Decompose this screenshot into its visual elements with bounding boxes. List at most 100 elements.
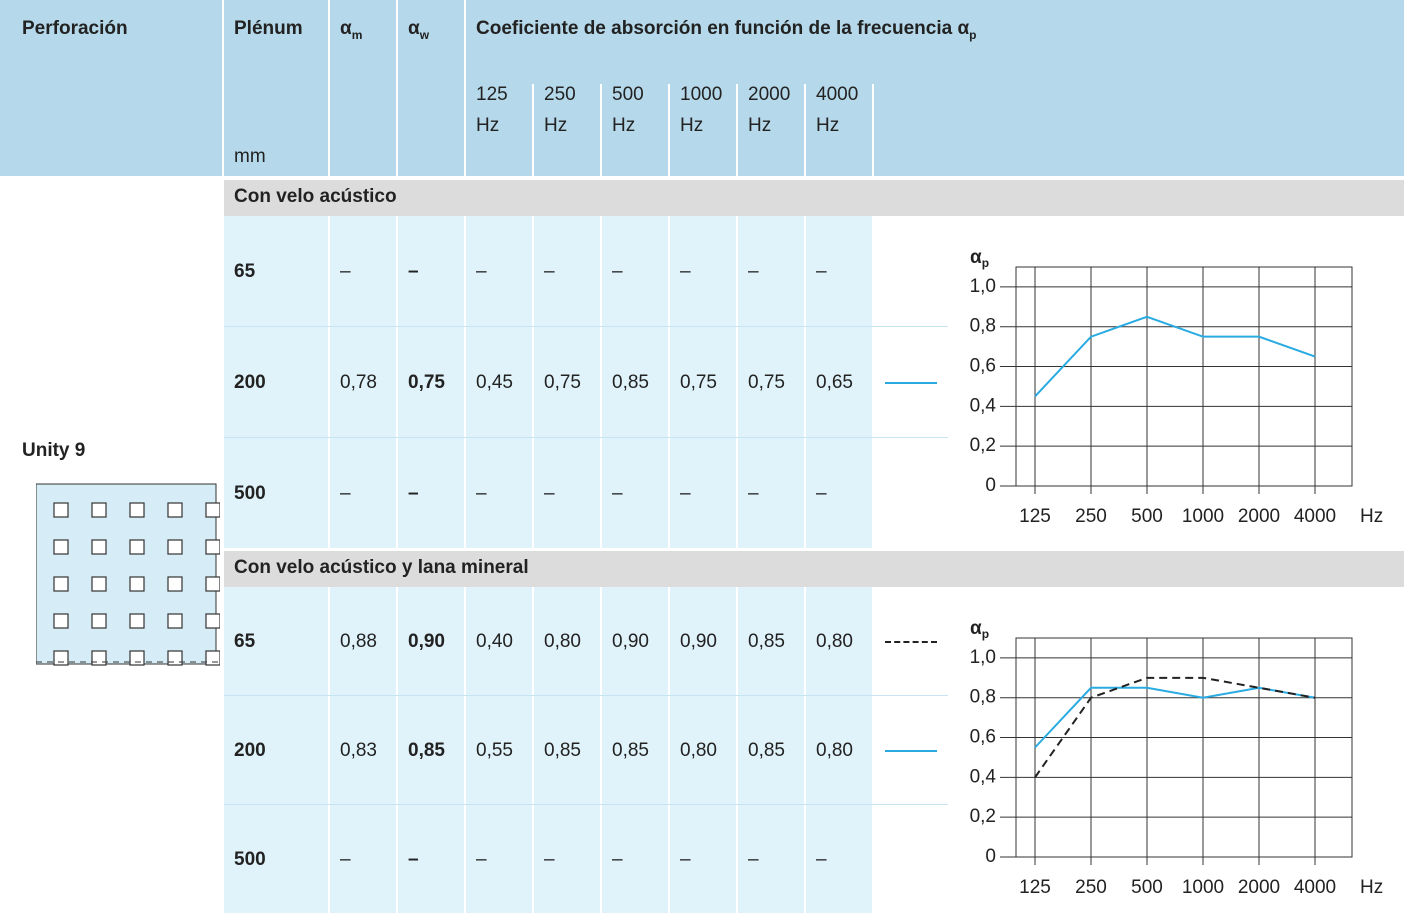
y-tick-label: 0,6 — [970, 356, 996, 377]
cell-bg — [224, 438, 328, 548]
cell-bg — [398, 216, 464, 326]
subscript: p — [982, 256, 989, 270]
header-bg — [224, 0, 328, 176]
cell-bg — [602, 805, 668, 913]
y-axis-label: αp — [970, 247, 989, 270]
absorption: – — [748, 848, 759, 870]
cell-bg — [670, 327, 736, 437]
series-line — [1034, 676, 1316, 778]
subscript: p — [969, 27, 977, 42]
absorption: 0,85 — [544, 739, 581, 761]
y-tick-label: 0,8 — [970, 687, 996, 708]
absorption: – — [680, 260, 691, 282]
row-separator — [224, 695, 948, 696]
cell-bg — [602, 587, 668, 695]
absorption: 0,85 — [748, 739, 785, 761]
absorption: 0,80 — [816, 630, 853, 652]
section-bar — [224, 551, 1404, 587]
cell-bg — [330, 587, 396, 695]
y-tick-label: 1,0 — [970, 276, 996, 297]
cell-bg — [224, 805, 328, 913]
absorption: – — [476, 260, 487, 282]
absorption: – — [680, 848, 691, 870]
absorption: 0,75 — [680, 371, 717, 393]
frequency-unit: Hz — [748, 115, 772, 136]
alpha-w: 0,90 — [408, 630, 445, 652]
row-separator — [224, 804, 948, 805]
series-line — [1034, 686, 1316, 749]
header-bg — [466, 0, 1404, 84]
row-separator — [224, 326, 948, 327]
y-tick-label: 1,0 — [970, 647, 996, 668]
cell-bg — [670, 587, 736, 695]
chart: 0 0,2 0,4 0,6 0,8 1,0 αp 125 250 500 1000 2000 4000 H… — [970, 247, 1384, 527]
subscript: m — [351, 27, 363, 42]
absorption: – — [544, 482, 555, 504]
cell-bg — [224, 327, 328, 437]
chart: 0 0,2 0,4 0,6 0,8 1,0 αp 125 250 500 1000 2000 4000 H… — [970, 618, 1384, 898]
col-header: αm — [340, 18, 362, 42]
cell-bg — [466, 216, 532, 326]
absorption: – — [476, 482, 487, 504]
alpha-m: – — [340, 848, 351, 870]
frequency: 250 — [544, 84, 576, 105]
x-axis-unit: Hz — [1360, 506, 1383, 527]
plenum: 500 — [234, 482, 266, 504]
cell-bg — [806, 805, 872, 913]
cell-bg — [738, 216, 804, 326]
y-axis-label: αp — [970, 618, 989, 641]
cell-bg — [398, 327, 464, 437]
absorption: 0,75 — [544, 371, 581, 393]
cell-bg — [670, 438, 736, 548]
absorption: 0,85 — [612, 739, 649, 761]
plenum: 200 — [234, 739, 266, 761]
cell-bg — [534, 438, 600, 548]
cell-bg — [602, 696, 668, 804]
cell-bg — [224, 216, 328, 326]
series-line — [1034, 315, 1316, 398]
alpha-w: 0,85 — [408, 739, 445, 761]
absorption: 0,80 — [816, 739, 853, 761]
cell-bg — [534, 216, 600, 326]
frequency-unit: Hz — [476, 115, 500, 136]
frequency: 125 — [476, 84, 508, 105]
cell-bg — [398, 438, 464, 548]
cell-bg — [670, 805, 736, 913]
cell-bg — [330, 696, 396, 804]
absorption: 0,45 — [476, 371, 513, 393]
x-axis-unit: Hz — [1360, 877, 1383, 898]
frequency-unit: Hz — [816, 115, 840, 136]
y-tick-label: 0,4 — [970, 766, 997, 787]
absorption: 0,55 — [476, 739, 513, 761]
cell-bg — [806, 327, 872, 437]
absorption: – — [816, 482, 827, 504]
cell-bg — [534, 696, 600, 804]
frequency: 500 — [612, 84, 644, 105]
cell-bg — [466, 587, 532, 695]
x-tick-label: 1000 — [1182, 877, 1224, 898]
x-tick-label: 500 — [1131, 877, 1163, 898]
legend-swatch — [885, 749, 937, 752]
x-tick-label: 250 — [1075, 877, 1107, 898]
legend-swatch — [885, 381, 937, 384]
cell-bg — [466, 805, 532, 913]
alpha-w: – — [408, 260, 419, 282]
symbol: α — [970, 618, 982, 639]
header-bg — [602, 84, 668, 176]
frequency: 2000 — [748, 84, 791, 105]
cell-bg — [398, 696, 464, 804]
y-tick-label: 0 — [985, 846, 996, 867]
col-header: αw — [408, 18, 429, 42]
cell-bg — [806, 216, 872, 326]
symbol: α — [970, 247, 982, 268]
y-tick-label: 0,6 — [970, 727, 996, 748]
cell-bg — [806, 438, 872, 548]
plot-frame — [1015, 266, 1353, 487]
cell-bg — [398, 805, 464, 913]
x-tick-label: 500 — [1131, 506, 1163, 527]
col-header: Perforación — [22, 18, 128, 39]
cell-bg — [602, 438, 668, 548]
header-bg — [806, 84, 872, 176]
absorption: 0,90 — [612, 630, 649, 652]
